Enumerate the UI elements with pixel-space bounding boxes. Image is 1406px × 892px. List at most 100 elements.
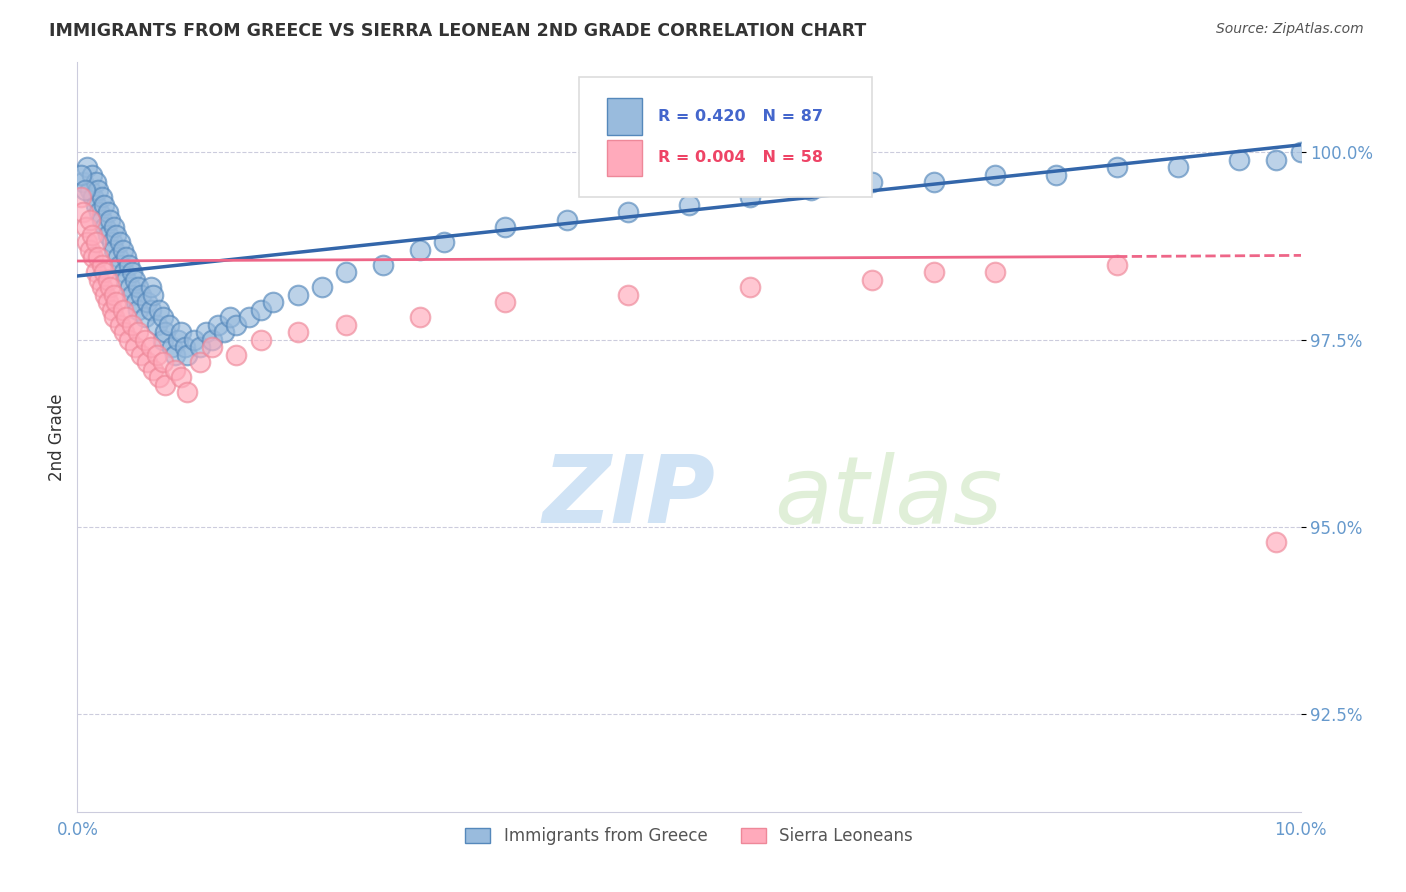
Point: [148, 302, 170, 317]
Point: [188, 355, 211, 369]
Point: [115, 250, 138, 264]
Point: [984, 168, 1007, 182]
Point: [678, 198, 700, 212]
Point: [142, 287, 165, 301]
Point: [76, 235, 98, 250]
Point: [311, 280, 333, 294]
Point: [176, 385, 198, 400]
Point: [194, 325, 217, 339]
Point: [262, 295, 284, 310]
Point: [98, 212, 121, 227]
Point: [139, 280, 162, 294]
Point: [90, 258, 112, 272]
Point: [287, 325, 309, 339]
Point: [148, 370, 170, 384]
Point: [94, 287, 117, 301]
Point: [335, 318, 357, 332]
FancyBboxPatch shape: [607, 140, 643, 177]
Point: [89, 273, 111, 287]
Point: [800, 183, 823, 197]
Point: [97, 227, 120, 242]
Point: [118, 333, 141, 347]
Point: [166, 333, 188, 347]
Point: [84, 265, 107, 279]
Point: [121, 287, 143, 301]
Point: [87, 250, 110, 264]
Point: [146, 318, 169, 332]
Point: [433, 235, 456, 250]
Point: [97, 295, 120, 310]
Point: [82, 190, 104, 204]
Point: [84, 175, 107, 189]
Point: [207, 318, 229, 332]
Point: [75, 220, 97, 235]
Point: [1045, 168, 1067, 182]
Point: [495, 295, 517, 310]
Point: [70, 168, 93, 182]
Point: [70, 190, 93, 204]
Point: [103, 220, 125, 235]
Point: [219, 310, 242, 325]
Point: [139, 340, 162, 354]
Point: [127, 280, 149, 294]
Point: [97, 273, 120, 287]
Point: [160, 340, 183, 354]
Text: R = 0.420   N = 87: R = 0.420 N = 87: [658, 109, 824, 124]
Point: [165, 348, 187, 362]
Point: [108, 235, 131, 250]
Legend: Immigrants from Greece, Sierra Leoneans: Immigrants from Greece, Sierra Leoneans: [458, 821, 920, 852]
Point: [188, 340, 211, 354]
Point: [112, 265, 135, 279]
Point: [136, 355, 159, 369]
Point: [90, 280, 112, 294]
Point: [250, 333, 273, 347]
Point: [97, 205, 120, 219]
Point: [862, 175, 884, 189]
Point: [174, 340, 197, 354]
Point: [146, 348, 169, 362]
Point: [409, 310, 432, 325]
Point: [129, 287, 152, 301]
Point: [617, 205, 640, 219]
Point: [201, 340, 224, 354]
Point: [84, 235, 107, 250]
Point: [155, 377, 177, 392]
Point: [1107, 161, 1129, 175]
Point: [100, 302, 122, 317]
Point: [76, 161, 98, 175]
Point: [212, 325, 235, 339]
Point: [127, 325, 149, 339]
Point: [79, 212, 101, 227]
Point: [134, 333, 156, 347]
Point: [108, 318, 131, 332]
Point: [922, 265, 945, 279]
Point: [73, 183, 96, 197]
Point: [495, 220, 517, 235]
Point: [118, 258, 141, 272]
Point: [89, 205, 111, 219]
Point: [984, 265, 1007, 279]
Point: [555, 212, 578, 227]
Point: [409, 243, 432, 257]
Point: [125, 295, 148, 310]
Point: [118, 280, 141, 294]
Point: [103, 243, 125, 257]
Point: [90, 212, 112, 227]
Point: [72, 205, 94, 219]
Point: [93, 265, 115, 279]
Point: [111, 243, 134, 257]
Point: [170, 325, 193, 339]
Text: ZIP: ZIP: [543, 451, 716, 543]
Point: [93, 198, 115, 212]
Point: [152, 310, 174, 325]
Point: [111, 302, 134, 317]
Point: [100, 235, 122, 250]
Point: [740, 280, 762, 294]
Point: [107, 250, 129, 264]
Point: [105, 227, 128, 242]
Point: [862, 273, 884, 287]
Point: [112, 325, 135, 339]
Point: [1167, 161, 1189, 175]
Point: [108, 258, 131, 272]
Text: Source: ZipAtlas.com: Source: ZipAtlas.com: [1216, 22, 1364, 37]
